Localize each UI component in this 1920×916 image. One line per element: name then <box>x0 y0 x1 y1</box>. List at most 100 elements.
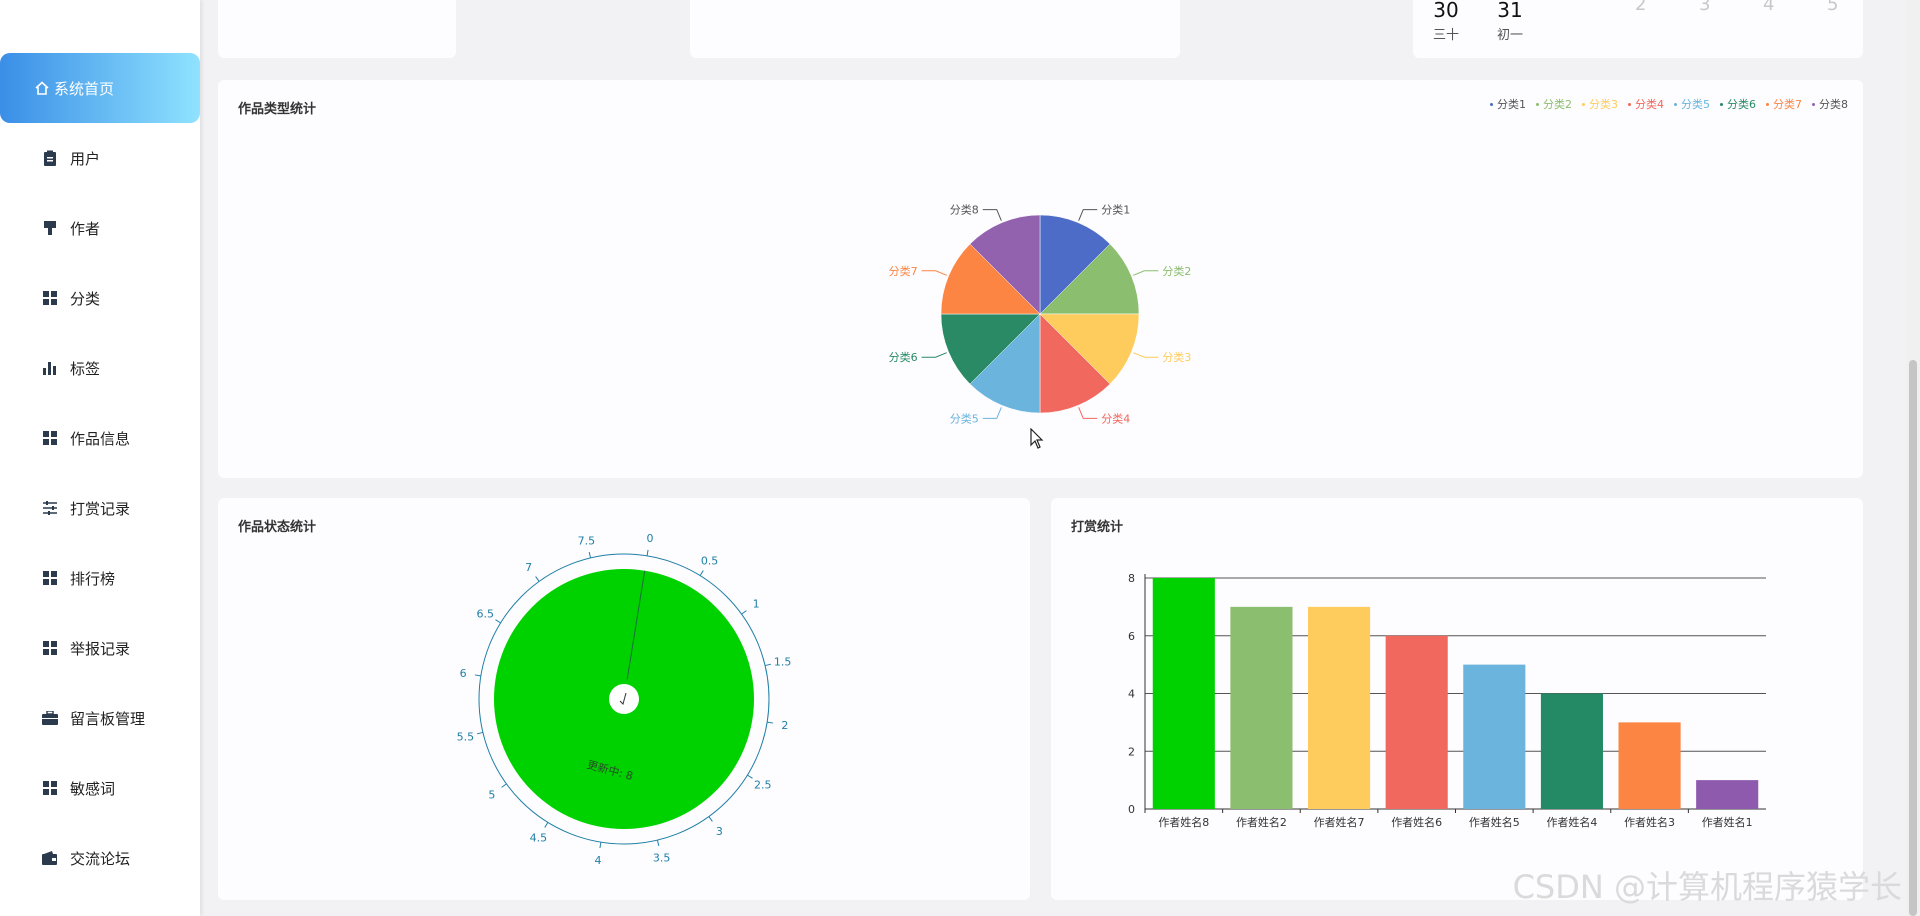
legend-item[interactable]: 分类6 <box>1720 96 1756 112</box>
page-scrollbar[interactable] <box>1906 0 1920 916</box>
gauge-tick <box>495 619 501 624</box>
calendar-day-lunar: 初一 <box>1497 28 1524 43</box>
sidebar-item[interactable]: 用户 <box>0 123 200 193</box>
legend-label: 分类7 <box>1773 98 1802 111</box>
legend-marker <box>1536 102 1539 106</box>
legend-marker <box>1720 102 1723 106</box>
bar[interactable] <box>1463 664 1526 809</box>
grid-icon <box>42 570 58 586</box>
calendar-day-faded[interactable]: 5 <box>1827 0 1839 15</box>
grid-icon <box>42 640 58 656</box>
grid-icon <box>42 780 58 796</box>
pie-label-line <box>1078 209 1098 221</box>
calendar-card: 30 三十 31 初一 2 3 4 5 <box>1413 0 1863 58</box>
calendar-day-number: 30 <box>1433 0 1459 22</box>
gauge-tick-label: 0 <box>646 532 653 545</box>
legend-item[interactable]: 分类1 <box>1490 96 1526 112</box>
gauge-axis-ring <box>478 553 770 845</box>
gauge-tick-label: 4 <box>595 854 602 867</box>
legend-item[interactable]: 分类4 <box>1628 96 1664 112</box>
bar[interactable] <box>1618 722 1681 809</box>
sidebar-item-label: 举报记录 <box>70 639 131 658</box>
sidebar-item[interactable]: 举报记录 <box>0 613 200 683</box>
sidebar-item-label: 排行榜 <box>70 569 116 588</box>
sidebar-item-label: 交流论坛 <box>70 849 131 868</box>
sidebar-item-label: 打赏记录 <box>70 499 131 518</box>
legend-item[interactable]: 分类2 <box>1536 96 1572 112</box>
calendar-day-faded[interactable]: 2 <box>1635 0 1647 15</box>
legend-marker <box>1628 102 1631 106</box>
sidebar-item[interactable]: 排行榜 <box>0 543 200 613</box>
gauge-tick-label: 2 <box>781 719 788 732</box>
gauge-tick <box>476 731 484 735</box>
gauge-tick-label: 5 <box>488 788 495 801</box>
legend-item[interactable]: 分类5 <box>1674 96 1710 112</box>
calendar-day-number: 31 <box>1497 0 1523 22</box>
bar[interactable] <box>1308 606 1371 809</box>
sidebar-item[interactable]: 作者 <box>0 193 200 263</box>
sidebar-item-label: 留言板管理 <box>70 709 146 728</box>
gauge-tick-label: 2.5 <box>754 779 772 792</box>
pie-slice[interactable] <box>1039 214 1111 315</box>
grid-icon <box>42 430 58 446</box>
pie-slice[interactable] <box>1039 313 1140 385</box>
pie-slice[interactable] <box>969 313 1041 414</box>
sidebar-item[interactable]: 分类 <box>0 263 200 333</box>
bar[interactable] <box>1230 606 1293 809</box>
sidebar-item[interactable]: 留言板管理 <box>0 683 200 753</box>
legend-item[interactable]: 分类7 <box>1766 96 1802 112</box>
sidebar-item[interactable]: 标签 <box>0 333 200 403</box>
gauge-tick-label: 6 <box>460 667 467 680</box>
gauge-tick <box>747 774 753 779</box>
legend-marker <box>1490 102 1493 106</box>
legend-label: 分类3 <box>1589 98 1618 111</box>
gauge-tick <box>544 822 549 828</box>
sidebar-item[interactable]: 系统首页 <box>0 53 200 123</box>
pie-slice[interactable] <box>1039 313 1111 414</box>
sidebar-item[interactable]: 打赏记录 <box>0 473 200 543</box>
pie-slice[interactable] <box>969 214 1041 315</box>
legend-marker <box>1674 102 1677 106</box>
calendar-day-faded[interactable]: 3 <box>1699 0 1711 15</box>
bar[interactable] <box>1385 635 1448 809</box>
pie-slice[interactable] <box>1039 243 1140 315</box>
legend-label: 分类5 <box>1681 98 1710 111</box>
legend-marker <box>1812 102 1815 106</box>
sidebar-item-label: 标签 <box>70 359 101 378</box>
sidebar-item[interactable]: 作品信息 <box>0 403 200 473</box>
bar-x-tick-label: 作者姓名4 <box>1546 815 1597 829</box>
bar[interactable] <box>1540 693 1603 810</box>
legend-item[interactable]: 分类8 <box>1812 96 1848 112</box>
gauge-tick-label: 6.5 <box>477 607 495 620</box>
sidebar-item[interactable]: 敏感词 <box>0 753 200 823</box>
grid-icon <box>42 290 58 306</box>
legend-item[interactable]: 分类3 <box>1582 96 1618 112</box>
legend-label: 分类6 <box>1727 98 1756 111</box>
sidebar-item-label: 分类 <box>70 289 101 308</box>
gauge-tick-label: 0.5 <box>701 554 719 567</box>
pie-label: 分类7 <box>889 264 918 278</box>
calendar-day[interactable]: 30 三十 <box>1433 0 1459 43</box>
bar-x-tick-label: 作者姓名8 <box>1158 815 1209 829</box>
pie-label: 分类5 <box>950 411 979 425</box>
legend-label: 分类8 <box>1819 98 1848 111</box>
pie-label: 分类1 <box>1101 203 1130 217</box>
pie-label-line <box>921 352 947 358</box>
legend-marker <box>1766 102 1769 106</box>
pie-slice[interactable] <box>940 243 1041 315</box>
watermark-text: CSDN @计算机程序猿学长 <box>1512 868 1902 906</box>
gauge-tick-label: 5.5 <box>457 731 475 744</box>
pie-label-line <box>982 209 1002 221</box>
bar[interactable] <box>1696 780 1759 809</box>
pie-slice[interactable] <box>940 313 1041 385</box>
calendar-day[interactable]: 31 初一 <box>1497 0 1523 43</box>
calendar-day-faded[interactable]: 4 <box>1763 0 1775 15</box>
gauge-tick <box>699 570 704 576</box>
gauge-tick <box>656 839 660 847</box>
sidebar-item[interactable]: 交流论坛 <box>0 823 200 893</box>
bar[interactable] <box>1152 578 1215 809</box>
gauge-tick-label: 1.5 <box>774 655 792 668</box>
scrollbar-thumb[interactable] <box>1909 360 1917 916</box>
gauge-tick <box>501 783 507 788</box>
pie-label-line <box>982 407 1002 419</box>
